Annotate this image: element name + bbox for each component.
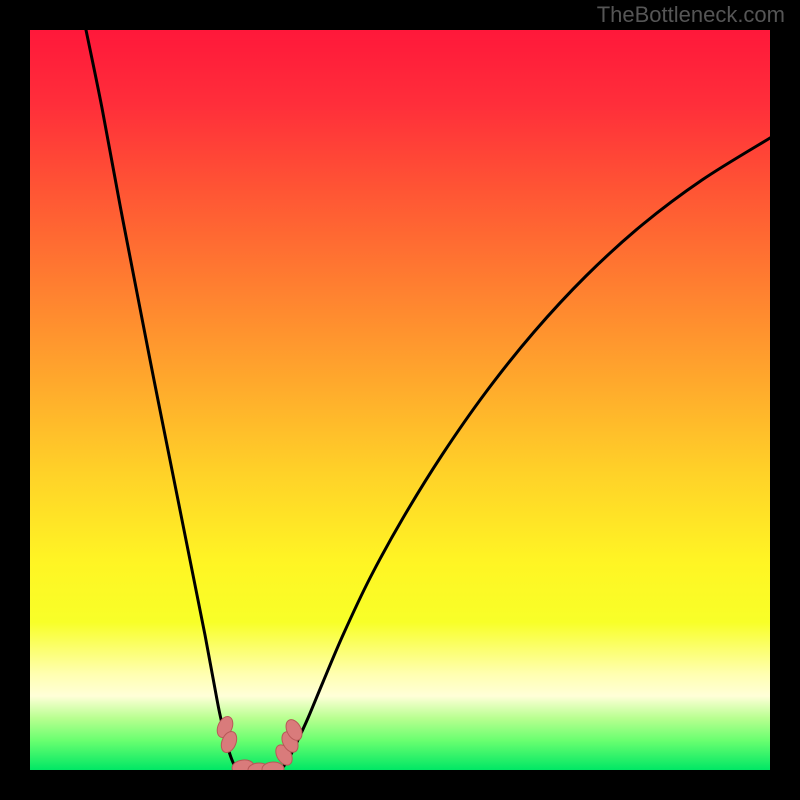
bottleneck-chart [30,30,770,770]
chart-background [30,30,770,770]
watermark-text: TheBottleneck.com [597,2,785,28]
chart-svg [30,30,770,770]
